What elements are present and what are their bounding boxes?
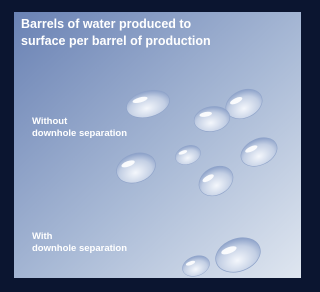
group-label: Without [32, 116, 68, 127]
group-label: downhole separation [32, 128, 127, 139]
infographic: Barrels of water produced to surface per… [0, 0, 306, 292]
title-line: Barrels of water produced to [21, 17, 192, 31]
group-label: downhole separation [32, 243, 127, 254]
group-label: With [32, 231, 53, 242]
title-line: surface per barrel of production [21, 34, 211, 48]
